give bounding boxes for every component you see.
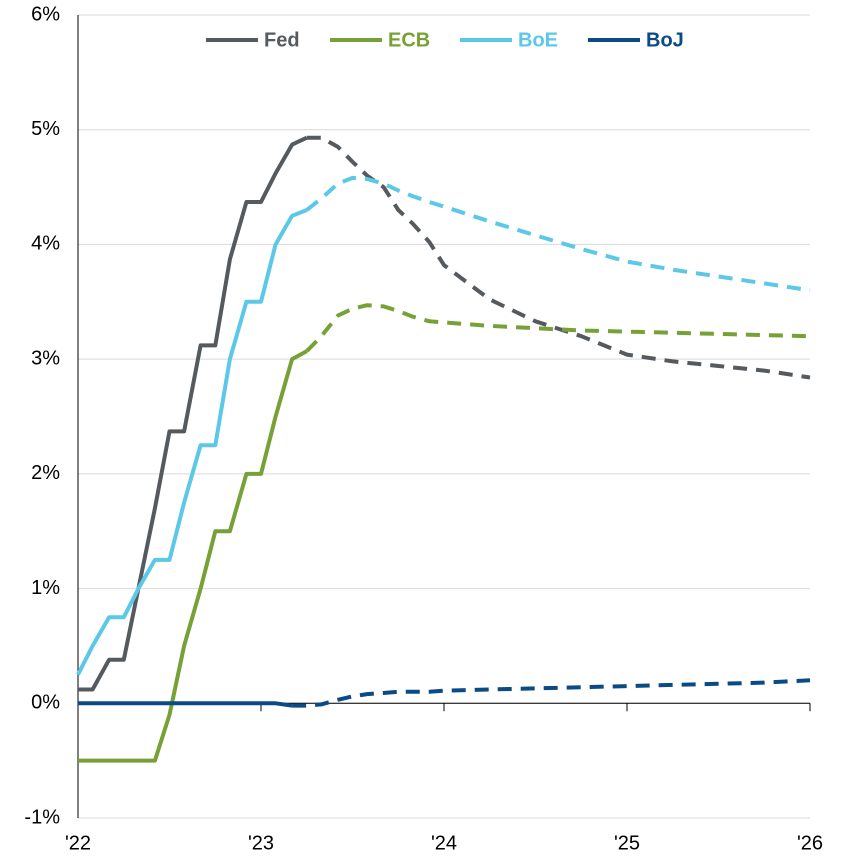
legend-label: BoJ <box>646 29 684 51</box>
y-tick-label: 5% <box>31 118 60 140</box>
series-forecast-line <box>305 175 811 293</box>
series-forecast-line <box>305 303 811 353</box>
x-tick-label: '24 <box>431 832 457 854</box>
y-tick-label: -1% <box>24 806 60 828</box>
legend-label: BoE <box>518 29 558 51</box>
legend-label: Fed <box>264 29 300 51</box>
series-forecast-line <box>306 135 811 380</box>
x-tick-label: '22 <box>65 832 91 854</box>
y-tick-label: 6% <box>31 3 60 25</box>
series-line <box>78 135 308 692</box>
x-tick-label: '26 <box>797 832 823 854</box>
y-tick-label: 1% <box>31 577 60 599</box>
series-forecast-line <box>292 678 811 708</box>
y-tick-label: 0% <box>31 692 60 714</box>
y-tick-label: 4% <box>31 233 60 255</box>
y-tick-label: 2% <box>31 462 60 484</box>
x-tick-label: '25 <box>614 832 640 854</box>
series-line <box>78 349 308 763</box>
y-tick-label: 3% <box>31 347 60 369</box>
series-line <box>76 208 308 676</box>
x-tick-label: '23 <box>248 832 274 854</box>
series-line <box>78 701 293 708</box>
legend-label: ECB <box>388 29 430 51</box>
